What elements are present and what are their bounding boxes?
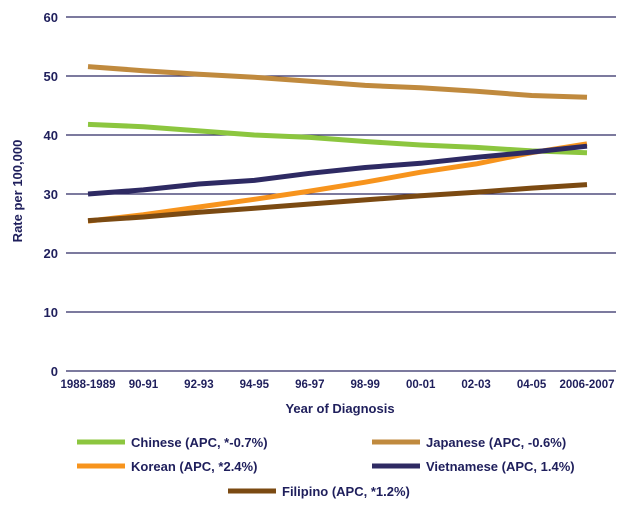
- x-tick-label: 02-03: [461, 379, 490, 391]
- y-tick-label: 60: [44, 10, 58, 25]
- x-axis-ticks: 1988-1989 90-91 92-93 94-95 96-97 98-99 00-01 0…: [61, 379, 615, 391]
- x-tick-label: 2006-2007: [560, 379, 615, 391]
- series-line: [87, 182, 588, 224]
- y-tick-label: 50: [44, 69, 58, 84]
- series-line: [87, 64, 588, 100]
- y-tick-label: 40: [44, 128, 58, 143]
- y-tick-label: 30: [44, 187, 58, 202]
- legend-label: Vietnamese (APC, 1.4%): [426, 459, 575, 474]
- series-line: [87, 141, 588, 224]
- x-tick-label: 98-99: [351, 379, 380, 391]
- x-tick-label: 1988-1989: [61, 379, 116, 391]
- y-axis-ticks: 0 10 20 30 40 50 60: [44, 10, 58, 379]
- x-tick-label: 92-93: [184, 379, 213, 391]
- y-axis-title: Rate per 100,000: [10, 140, 25, 243]
- grid-lines: [66, 16, 616, 372]
- x-tick-label: 90-91: [129, 379, 159, 391]
- legend-label: Chinese (APC, *-0.7%): [131, 435, 268, 450]
- legend-label: Japanese (APC, -0.6%): [426, 435, 566, 450]
- series-lines: [87, 64, 588, 224]
- legend: Chinese (APC, *-0.7%) Japanese (APC, -0.6…: [77, 435, 575, 499]
- x-tick-label: 00-01: [406, 379, 436, 391]
- series-line: [87, 143, 588, 197]
- legend-label: Filipino (APC, *1.2%): [282, 484, 410, 499]
- y-tick-label: 0: [51, 364, 58, 379]
- x-tick-label: 94-95: [240, 379, 270, 391]
- y-tick-label: 10: [44, 305, 58, 320]
- x-axis-title: Year of Diagnosis: [285, 401, 394, 416]
- series-line: [87, 121, 588, 156]
- x-tick-label: 04-05: [517, 379, 547, 391]
- legend-label: Korean (APC, *2.4%): [131, 459, 257, 474]
- x-tick-label: 96-97: [295, 379, 324, 391]
- y-tick-label: 20: [44, 246, 58, 261]
